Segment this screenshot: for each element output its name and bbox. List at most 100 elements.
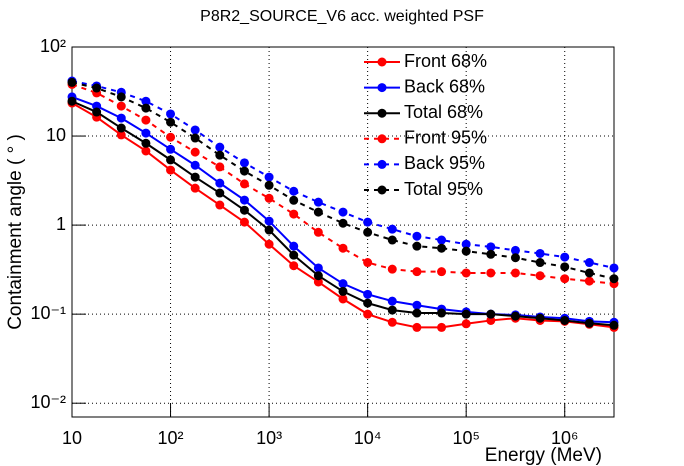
x-tick-label: 10: [62, 428, 82, 448]
legend-label: Total 68%: [404, 102, 483, 122]
data-point: [437, 308, 447, 318]
data-point: [510, 268, 520, 278]
data-point: [215, 178, 225, 188]
data-point: [584, 318, 594, 328]
chart-title: P8R2_SOURCE_V6 acc. weighted PSF: [200, 8, 484, 25]
legend-marker: [377, 83, 387, 93]
data-point: [166, 155, 176, 165]
data-point: [289, 261, 299, 271]
data-point: [264, 172, 274, 182]
data-point: [437, 322, 447, 332]
data-point: [609, 263, 619, 273]
data-point: [313, 197, 323, 207]
data-point: [289, 241, 299, 251]
x-tick-label: 10⁴: [354, 428, 382, 448]
data-point: [387, 317, 397, 327]
data-point: [190, 125, 200, 135]
data-point: [116, 92, 126, 102]
data-point: [215, 188, 225, 198]
data-point: [239, 166, 249, 176]
data-point: [338, 207, 348, 217]
data-point: [215, 142, 225, 152]
data-point: [363, 309, 373, 319]
data-point: [313, 207, 323, 217]
data-point: [363, 289, 373, 299]
data-point: [190, 172, 200, 182]
data-point: [116, 130, 126, 140]
data-point: [461, 239, 471, 249]
data-point: [437, 235, 447, 245]
data-point: [387, 296, 397, 306]
data-point: [92, 107, 102, 117]
data-point: [486, 315, 496, 325]
data-point: [239, 179, 249, 189]
data-point: [289, 250, 299, 260]
data-point: [141, 103, 151, 113]
data-point: [486, 242, 496, 252]
data-point: [338, 218, 348, 228]
data-point: [387, 224, 397, 234]
series-line: [71, 83, 615, 285]
data-point: [510, 311, 520, 321]
data-point: [560, 252, 570, 262]
data-point: [141, 128, 151, 138]
data-point: [166, 117, 176, 127]
data-point: [338, 286, 348, 296]
data-point: [437, 243, 447, 253]
data-point: [412, 231, 422, 241]
data-point: [190, 160, 200, 170]
series-line: [71, 81, 615, 280]
data-point: [313, 263, 323, 273]
data-point: [141, 115, 151, 125]
data-point: [412, 267, 422, 277]
data-point: [486, 249, 496, 259]
data-point: [116, 123, 126, 133]
data-point: [387, 305, 397, 315]
data-point: [584, 276, 594, 286]
legend-label: Front 95%: [404, 128, 487, 148]
data-point: [190, 133, 200, 143]
data-point: [560, 262, 570, 272]
legend-marker: [377, 185, 387, 195]
data-point: [239, 158, 249, 168]
data-point: [363, 258, 373, 268]
y-tick-label: 10⁻¹: [30, 303, 66, 323]
y-tick-label: 1: [56, 214, 66, 234]
data-point: [190, 183, 200, 193]
data-point: [215, 150, 225, 160]
data-point: [116, 101, 126, 111]
data-point: [584, 258, 594, 268]
data-point: [313, 271, 323, 281]
data-point: [584, 268, 594, 278]
data-point: [461, 319, 471, 329]
data-point: [264, 239, 274, 249]
data-point: [166, 132, 176, 142]
data-point: [387, 235, 397, 245]
data-point: [67, 96, 77, 106]
y-tick-label: 10²: [40, 36, 66, 56]
legend-label: Back 68%: [404, 76, 485, 96]
y-tick-label: 10: [46, 125, 66, 145]
data-point: [412, 308, 422, 318]
data-point: [239, 195, 249, 205]
data-point: [141, 96, 151, 106]
data-point: [116, 113, 126, 123]
data-point: [437, 267, 447, 277]
data-point: [412, 241, 422, 251]
data-point: [264, 216, 274, 226]
legend-marker: [377, 108, 387, 118]
data-point: [535, 258, 545, 268]
data-point: [363, 298, 373, 308]
data-point: [486, 268, 496, 278]
x-tick-label: 10²: [158, 428, 184, 448]
data-point: [215, 200, 225, 210]
data-point: [264, 180, 274, 190]
data-point: [166, 144, 176, 154]
data-point: [338, 243, 348, 253]
y-tick-label: 10⁻²: [30, 392, 66, 412]
x-tick-label: 10⁵: [452, 428, 479, 448]
data-point: [535, 313, 545, 323]
data-point: [166, 109, 176, 119]
